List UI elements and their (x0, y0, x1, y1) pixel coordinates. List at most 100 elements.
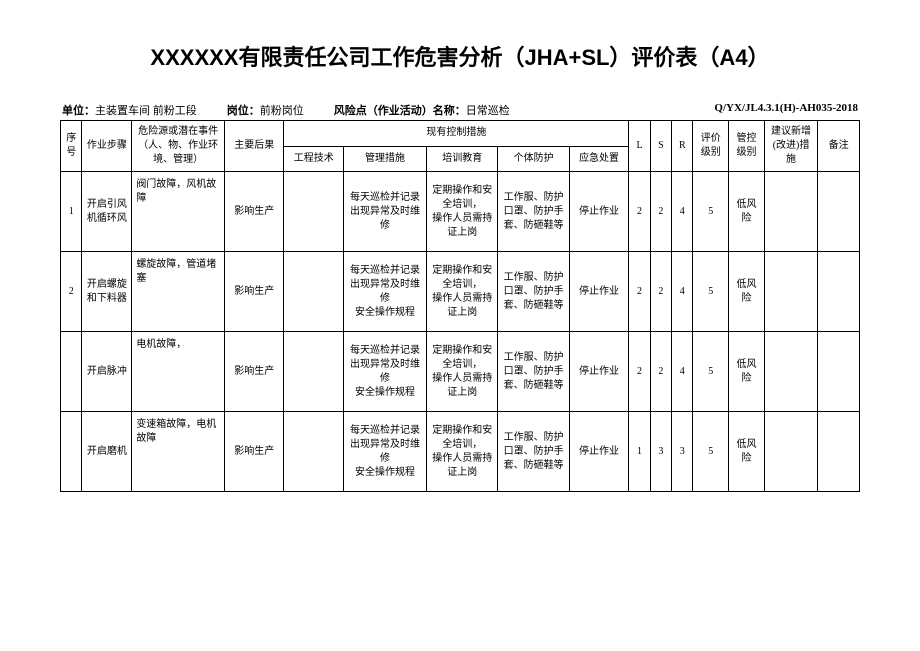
cell-mgmt: 每天巡检并记录出现异常及时维修安全操作规程 (343, 412, 426, 492)
th-conseq: 主要后果 (225, 121, 284, 172)
cell-ctrl: 低风险 (729, 252, 765, 332)
cell-conseq: 影响生产 (225, 172, 284, 252)
cell-ctrl: 低风险 (729, 412, 765, 492)
cell-emerg: 停止作业 (569, 172, 629, 252)
meta-risk-label: 风险点（作业活动）名称： (334, 105, 466, 117)
cell-hazard: 螺旋故障，管道堵塞 (132, 252, 225, 332)
cell-R: 4 (672, 252, 693, 332)
th-ctrl: 管控级别 (729, 121, 765, 172)
cell-grade: 5 (693, 412, 729, 492)
meta-post: 岗位：前粉岗位 (227, 102, 304, 118)
th-emerg: 应急处置 (569, 146, 629, 172)
table-row: 2开启螺旋和下料器螺旋故障，管道堵塞影响生产每天巡检并记录出现异常及时维修安全操… (61, 252, 860, 332)
cell-L: 2 (629, 172, 650, 252)
th-r: R (672, 121, 693, 172)
cell-emerg: 停止作业 (569, 252, 629, 332)
cell-R: 3 (672, 412, 693, 492)
cell-S: 3 (650, 412, 671, 492)
th-control: 现有控制措施 (284, 121, 629, 147)
cell-L: 2 (629, 252, 650, 332)
page-title: XXXXXX有限责任公司工作危害分析（JHA+SL）评价表（A4） (60, 40, 860, 72)
cell-conseq: 影响生产 (225, 252, 284, 332)
meta-unit: 单位：主装置车间 前粉工段 (62, 102, 197, 118)
cell-mgmt: 每天巡检并记录出现异常及时维修安全操作规程 (343, 332, 426, 412)
meta-risk: 风险点（作业活动）名称：日常巡检 (334, 102, 510, 118)
cell-conseq: 影响生产 (225, 412, 284, 492)
cell-train: 定期操作和安全培训，操作人员需持证上岗 (427, 172, 498, 252)
table-row: 开启脉冲电机故障，影响生产每天巡检并记录出现异常及时维修安全操作规程定期操作和安… (61, 332, 860, 412)
meta-risk-val: 日常巡检 (466, 105, 510, 117)
cell-step: 开启螺旋和下料器 (82, 252, 132, 332)
cell-ppe: 工作服、防护口罩、防护手套、防砸鞋等 (498, 252, 569, 332)
cell-R: 4 (672, 172, 693, 252)
th-s: S (650, 121, 671, 172)
cell-sugg (764, 412, 818, 492)
th-sugg: 建议新增(改进)措施 (764, 121, 818, 172)
meta-unit-val: 主装置车间 前粉工段 (95, 105, 197, 117)
cell-ctrl: 低风险 (729, 172, 765, 252)
th-hazard: 危险源或潜在事件（人、物、作业环境、管理） (132, 121, 225, 172)
cell-sugg (764, 252, 818, 332)
th-train: 培训教育 (427, 146, 498, 172)
th-ppe: 个体防护 (498, 146, 569, 172)
cell-hazard: 变速箱故障，电机故障 (132, 412, 225, 492)
header-row-1: 序号 作业步骤 危险源或潜在事件（人、物、作业环境、管理） 主要后果 现有控制措… (61, 121, 860, 147)
cell-R: 4 (672, 332, 693, 412)
cell-remark (818, 412, 860, 492)
cell-seq: 1 (61, 172, 82, 252)
meta-post-label: 岗位： (227, 105, 260, 117)
cell-train: 定期操作和安全培训，操作人员需持证上岗 (427, 252, 498, 332)
cell-ppe: 工作服、防护口罩、防护手套、防砸鞋等 (498, 412, 569, 492)
cell-sugg (764, 172, 818, 252)
cell-step: 开启引风机循环风 (82, 172, 132, 252)
table-body: 1开启引风机循环风阀门故障，风机故障影响生产每天巡检并记录出现异常及时维修定期操… (61, 172, 860, 492)
cell-conseq: 影响生产 (225, 332, 284, 412)
th-l: L (629, 121, 650, 172)
cell-ppe: 工作服、防护口罩、防护手套、防砸鞋等 (498, 172, 569, 252)
th-eng: 工程技术 (284, 146, 343, 172)
meta-row: 单位：主装置车间 前粉工段 岗位：前粉岗位 风险点（作业活动）名称：日常巡检 Q… (60, 102, 860, 118)
cell-grade: 5 (693, 252, 729, 332)
cell-eng (284, 412, 343, 492)
cell-hazard: 阀门故障，风机故障 (132, 172, 225, 252)
cell-seq (61, 412, 82, 492)
cell-emerg: 停止作业 (569, 412, 629, 492)
cell-mgmt: 每天巡检并记录出现异常及时维修安全操作规程 (343, 252, 426, 332)
cell-remark (818, 332, 860, 412)
cell-seq (61, 332, 82, 412)
meta-unit-label: 单位： (62, 105, 95, 117)
cell-step: 开启磨机 (82, 412, 132, 492)
cell-grade: 5 (693, 332, 729, 412)
cell-eng (284, 172, 343, 252)
th-seq: 序号 (61, 121, 82, 172)
meta-post-val: 前粉岗位 (260, 105, 304, 117)
th-step: 作业步骤 (82, 121, 132, 172)
cell-train: 定期操作和安全培训，操作人员需持证上岗 (427, 332, 498, 412)
cell-remark (818, 172, 860, 252)
th-remark: 备注 (818, 121, 860, 172)
cell-S: 2 (650, 172, 671, 252)
cell-L: 2 (629, 332, 650, 412)
cell-hazard: 电机故障， (132, 332, 225, 412)
cell-eng (284, 332, 343, 412)
cell-remark (818, 252, 860, 332)
th-mgmt: 管理措施 (343, 146, 426, 172)
cell-S: 2 (650, 332, 671, 412)
cell-emerg: 停止作业 (569, 332, 629, 412)
cell-seq: 2 (61, 252, 82, 332)
cell-eng (284, 252, 343, 332)
cell-ctrl: 低风险 (729, 332, 765, 412)
cell-ppe: 工作服、防护口罩、防护手套、防砸鞋等 (498, 332, 569, 412)
th-grade: 评价级别 (693, 121, 729, 172)
cell-train: 定期操作和安全培训，操作人员需持证上岗 (427, 412, 498, 492)
cell-grade: 5 (693, 172, 729, 252)
cell-mgmt: 每天巡检并记录出现异常及时维修 (343, 172, 426, 252)
meta-code: Q/YX/JL4.3.1(H)-AH035-2018 (714, 102, 858, 118)
cell-sugg (764, 332, 818, 412)
table-row: 开启磨机变速箱故障，电机故障影响生产每天巡检并记录出现异常及时维修安全操作规程定… (61, 412, 860, 492)
table-row: 1开启引风机循环风阀门故障，风机故障影响生产每天巡检并记录出现异常及时维修定期操… (61, 172, 860, 252)
cell-S: 2 (650, 252, 671, 332)
cell-L: 1 (629, 412, 650, 492)
cell-step: 开启脉冲 (82, 332, 132, 412)
jha-table: 序号 作业步骤 危险源或潜在事件（人、物、作业环境、管理） 主要后果 现有控制措… (60, 120, 860, 492)
